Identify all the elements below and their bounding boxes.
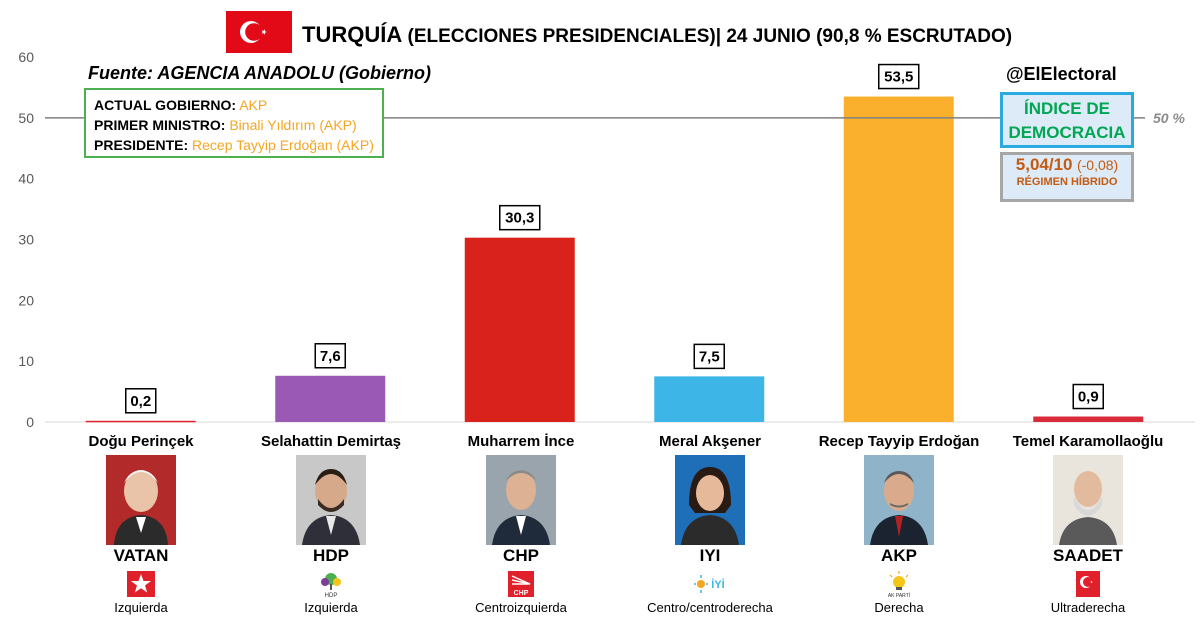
candidate-card: Temel Karamollaoğlu SAADET Ultraderecha bbox=[993, 433, 1183, 615]
party-name: SAADET bbox=[1053, 546, 1123, 565]
y-tick-label: 40 bbox=[18, 171, 34, 187]
candidate-name: Meral Akşener bbox=[659, 433, 761, 450]
chart-title: TURQUÍA (ELECCIONES PRESIDENCIALES)| 24 … bbox=[302, 22, 1012, 48]
title-bar: TURQUÍA (ELECCIONES PRESIDENCIALES)| 24 … bbox=[0, 8, 1200, 56]
democracy-title-line1: ÍNDICE DE bbox=[1024, 99, 1110, 118]
party-name: HDP bbox=[313, 546, 349, 565]
democracy-regime: RÉGIMEN HÍBRIDO bbox=[1016, 176, 1118, 188]
democracy-score: 5,04/10 bbox=[1015, 155, 1073, 174]
y-tick-label: 60 bbox=[18, 49, 34, 65]
democracy-delta: (-0,08) bbox=[1076, 157, 1119, 173]
party-name: CHP bbox=[503, 546, 539, 565]
democracy-title-line2: DEMOCRACIA bbox=[1008, 123, 1126, 142]
candidate-card: Meral Akşener IYI İYİ Centro/centroderec… bbox=[615, 433, 805, 615]
data-label: 0,9 bbox=[1078, 389, 1099, 406]
author-handle: @ElElectoral bbox=[1006, 64, 1117, 84]
data-label: 30,3 bbox=[505, 210, 534, 227]
saadet-crescent-logo-icon bbox=[1071, 570, 1105, 598]
data-label: 7,5 bbox=[699, 348, 720, 365]
candidate-card: Selahattin Demirtaş HDP HDP Izquierda bbox=[236, 433, 426, 615]
candidate-photo-karamollaoglu bbox=[1053, 455, 1123, 545]
data-label: 53,5 bbox=[884, 69, 913, 86]
bars-group: 0,2 7,6 30,3 7,5 53,5 0,9 bbox=[85, 63, 1144, 423]
party-ideology: Izquierda bbox=[304, 600, 358, 615]
candidate-name: Temel Karamollaoğlu bbox=[1012, 433, 1164, 450]
party-name: VATAN bbox=[113, 546, 169, 565]
svg-text:AK PARTİ: AK PARTİ bbox=[888, 592, 910, 598]
bar bbox=[275, 375, 386, 422]
turkey-flag-icon bbox=[226, 11, 292, 53]
candidate-card: Recep Tayyip Erdoğan AKP AK PARTİ Derech… bbox=[804, 433, 994, 615]
vatan-star-logo-icon bbox=[124, 570, 158, 598]
pm-key: PRIMER MINISTRO: bbox=[94, 117, 226, 133]
chp-six-arrows-logo-icon: CHP bbox=[504, 570, 538, 598]
y-tick-label: 20 bbox=[18, 292, 34, 308]
hdp-tree-logo-icon: HDP bbox=[314, 570, 348, 599]
party-ideology: Ultraderecha bbox=[1050, 600, 1126, 615]
democracy-score-box: 5,04/10 (-0,08) RÉGIMEN HÍBRIDO bbox=[1000, 152, 1134, 202]
candidate-photo-ince bbox=[486, 455, 556, 545]
title-main: TURQUÍA bbox=[302, 22, 403, 47]
candidate-photo-perincek bbox=[106, 455, 176, 545]
bar bbox=[654, 376, 765, 422]
government-info-box: ACTUAL GOBIERNO: AKP PRIMER MINISTRO: Bi… bbox=[84, 88, 384, 158]
candidate-card: Muharrem İnce CHP CHP Centroizquierda bbox=[426, 433, 616, 615]
y-tick-label: 50 bbox=[18, 110, 34, 126]
pm-value: Binali Yıldırım (AKP) bbox=[229, 117, 357, 133]
party-ideology: Centroizquierda bbox=[475, 600, 567, 615]
party-name: IYI bbox=[699, 546, 721, 565]
iyi-sun-logo-icon: İYİ bbox=[693, 570, 727, 598]
reference-line-label: 50 % bbox=[1153, 110, 1185, 126]
candidate-name: Selahattin Demirtaş bbox=[260, 433, 402, 450]
data-label-box bbox=[125, 388, 157, 414]
y-tick-label: 0 bbox=[26, 414, 34, 430]
bar bbox=[85, 420, 196, 423]
svg-text:CHP: CHP bbox=[514, 590, 529, 597]
party-ideology: Izquierda bbox=[114, 600, 168, 615]
party-name: AKP bbox=[881, 546, 917, 565]
party-ideology: Derecha bbox=[874, 600, 924, 615]
data-label-box bbox=[499, 204, 541, 231]
candidate-photo-demirtas bbox=[296, 455, 366, 545]
democracy-index-title-box: ÍNDICE DE DEMOCRACIA bbox=[1000, 92, 1134, 148]
bar bbox=[464, 237, 575, 422]
candidate-name: Muharrem İnce bbox=[467, 433, 575, 450]
bar bbox=[1033, 416, 1144, 422]
y-tick-label: 10 bbox=[18, 353, 34, 369]
gov-value: AKP bbox=[239, 97, 268, 113]
president-value: Recep Tayyip Erdoğan (AKP) bbox=[192, 137, 374, 153]
data-label-box bbox=[314, 343, 346, 369]
party-ideology: Centro/centroderecha bbox=[647, 600, 773, 615]
source-note: Fuente: AGENCIA ANADOLU (Gobierno) bbox=[88, 63, 431, 83]
y-tick-label: 30 bbox=[18, 232, 34, 248]
svg-text:İYİ: İYİ bbox=[711, 578, 724, 591]
data-label-box bbox=[878, 63, 920, 90]
data-label-box bbox=[693, 343, 725, 370]
data-label: 7,6 bbox=[320, 348, 341, 365]
title-rest: (ELECCIONES PRESIDENCIALES)| 24 JUNIO (9… bbox=[402, 26, 1013, 47]
candidate-name: Recep Tayyip Erdoğan bbox=[818, 433, 980, 450]
data-label-box bbox=[1072, 383, 1104, 410]
gov-key: ACTUAL GOBIERNO: bbox=[94, 97, 237, 113]
president-key: PRESIDENTE: bbox=[94, 137, 189, 153]
data-label: 0,2 bbox=[130, 393, 151, 410]
candidate-photo-aksener bbox=[675, 455, 745, 545]
candidate-card: Doğu Perinçek VATAN Izquierda bbox=[46, 433, 236, 615]
bar bbox=[843, 96, 954, 423]
akp-lightbulb-logo-icon: AK PARTİ bbox=[882, 570, 916, 599]
y-axis-ticks: 0 10 20 30 40 50 60 bbox=[18, 49, 34, 430]
candidate-photo-erdogan bbox=[864, 455, 934, 545]
candidate-name: Doğu Perinçek bbox=[88, 433, 194, 450]
svg-text:HDP: HDP bbox=[325, 593, 338, 598]
